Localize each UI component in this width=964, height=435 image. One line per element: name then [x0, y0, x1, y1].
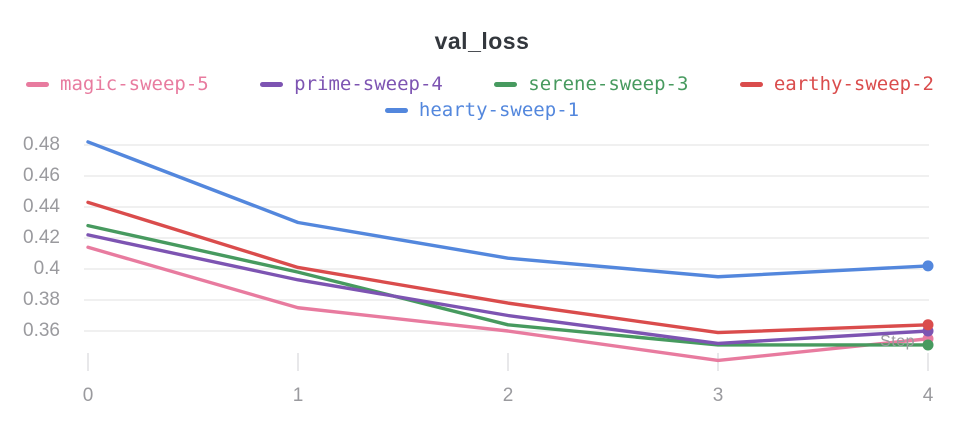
x-axis-tick-label: 3	[712, 385, 724, 406]
legend-item-prime-sweep-4[interactable]: prime-sweep-4	[260, 71, 443, 97]
legend-label-magic-sweep-5: magic-sweep-5	[60, 73, 209, 95]
x-axis-tick-label: 0	[82, 385, 94, 406]
legend-swatch-serene-sweep-3	[494, 81, 518, 87]
y-axis-tick-label: 0.48	[23, 134, 60, 155]
legend-row-1: magic-sweep-5 prime-sweep-4 serene-sweep…	[0, 71, 964, 97]
y-axis-tick-label: 0.42	[23, 227, 60, 248]
legend-swatch-earthy-sweep-2	[739, 81, 763, 87]
chart-title: val_loss	[434, 28, 530, 54]
x-axis-title: Step	[880, 333, 915, 350]
x-axis-tick-label: 2	[502, 385, 514, 406]
legend-label-earthy-sweep-2: earthy-sweep-2	[773, 73, 934, 95]
legend-item-serene-sweep-3[interactable]: serene-sweep-3	[494, 71, 688, 97]
legend-item-magic-sweep-5[interactable]: magic-sweep-5	[26, 71, 209, 97]
legend-row-2: hearty-sweep-1	[0, 97, 964, 123]
y-axis-tick-label: 0.38	[23, 289, 60, 310]
legend-item-hearty-sweep-1[interactable]: hearty-sweep-1	[384, 97, 580, 123]
legend-label-serene-sweep-3: serene-sweep-3	[528, 73, 689, 95]
legend-label-hearty-sweep-1: hearty-sweep-1	[418, 99, 580, 121]
y-axis-tick-label: 0.46	[23, 165, 60, 186]
x-axis-tick-label: 4	[922, 385, 934, 406]
y-axis-tick-label: 0.44	[23, 196, 60, 217]
legend-label-prime-sweep-4: prime-sweep-4	[294, 73, 443, 95]
legend-item-earthy-sweep-2[interactable]: earthy-sweep-2	[739, 71, 934, 97]
y-axis-tick-label: 0.36	[23, 320, 60, 341]
y-axis-tick-label: 0.4	[33, 258, 60, 279]
legend-swatch-hearty-sweep-1	[384, 107, 408, 113]
x-axis-tick-label: 1	[292, 385, 304, 406]
legend-swatch-prime-sweep-4	[260, 81, 284, 87]
legend-swatch-magic-sweep-5	[26, 81, 49, 87]
